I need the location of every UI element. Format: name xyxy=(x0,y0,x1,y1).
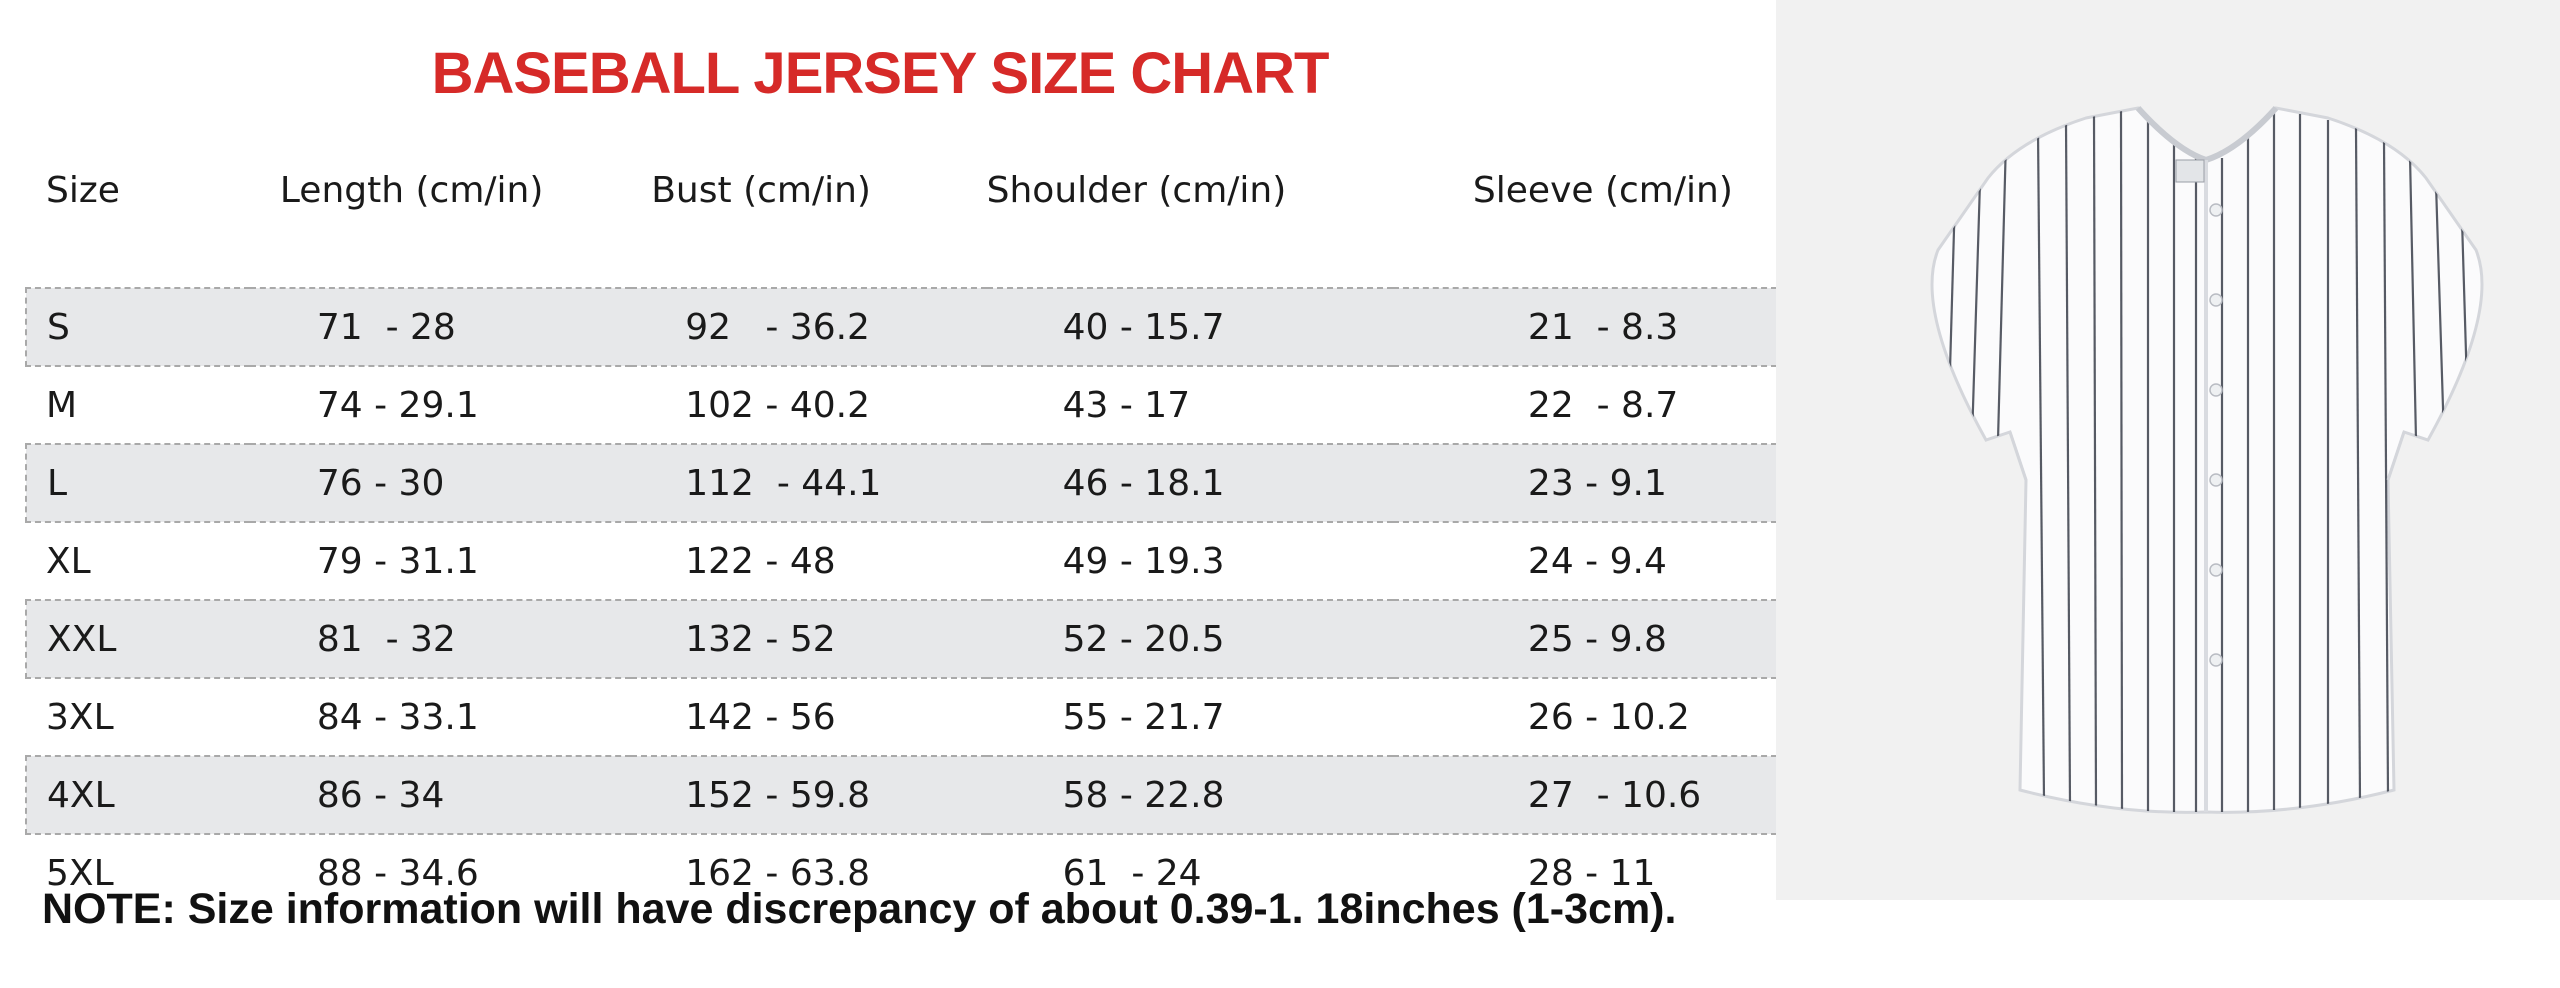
cell-length: 84 - 33.1 xyxy=(316,696,479,738)
cell-length: 79 - 31.1 xyxy=(316,540,479,582)
table-header-row: Size Length (cm/in) Bust (cm/in) Shoulde… xyxy=(26,155,1777,288)
cell-bust: 122 - 48 xyxy=(685,540,836,582)
header-size: Size xyxy=(46,169,120,211)
cell-length: 76 - 30 xyxy=(249,443,632,523)
cell-shoulder: 52 - 20.5 xyxy=(986,599,1393,679)
cell-bust: 102 - 40.2 xyxy=(685,384,870,426)
header-sleeve: Sleeve (cm/in) xyxy=(1472,169,1733,211)
cell-sleeve: 24 - 9.4 xyxy=(1527,540,1667,582)
cell-shoulder: 55 - 21.7 xyxy=(1062,696,1225,738)
table-row: XL 79 - 31.1 122 - 48 49 - 19.3 24 - 9.4 xyxy=(26,522,1777,600)
cell-bust: 142 - 56 xyxy=(685,696,836,738)
cell-shoulder: 49 - 19.3 xyxy=(1062,540,1225,582)
size-discrepancy-note: NOTE: Size information will have discrep… xyxy=(42,885,1677,933)
cell-size: XL xyxy=(46,540,91,582)
header-shoulder: Shoulder (cm/in) xyxy=(986,169,1287,211)
header-bust: Bust (cm/in) xyxy=(651,169,871,211)
cell-bust: 162 - 63.8 xyxy=(685,852,870,894)
cell-shoulder: 40 - 15.7 xyxy=(986,287,1393,367)
size-table: Size Length (cm/in) Bust (cm/in) Shoulde… xyxy=(25,155,1777,911)
chart-title: BASEBALL JERSEY SIZE CHART xyxy=(431,41,1330,106)
table-row: L 76 - 30 112 - 44.1 46 - 18.1 23 - 9.1 xyxy=(25,443,1777,523)
cell-shoulder: 58 - 22.8 xyxy=(986,755,1393,835)
cell-sleeve: 25 - 9.8 xyxy=(1392,599,1777,679)
cell-size: L xyxy=(25,443,250,523)
cell-size: M xyxy=(46,384,78,426)
table-row: 4XL 86 - 34 152 - 59.8 58 - 22.8 27 - 10… xyxy=(25,755,1777,835)
cell-sleeve: 28 - 11 xyxy=(1527,852,1656,894)
cell-length: 71 - 28 xyxy=(249,287,632,367)
cell-size: XXL xyxy=(25,599,250,679)
cell-size: S xyxy=(25,287,250,367)
cell-shoulder: 61 - 24 xyxy=(1062,852,1202,894)
cell-bust: 152 - 59.8 xyxy=(631,755,987,835)
cell-sleeve: 21 - 8.3 xyxy=(1392,287,1777,367)
cell-sleeve: 27 - 10.6 xyxy=(1392,755,1777,835)
cell-length: 81 - 32 xyxy=(249,599,632,679)
table-row: XXL 81 - 32 132 - 52 52 - 20.5 25 - 9.8 xyxy=(25,599,1777,679)
table-row: 5XL 88 - 34.6 162 - 63.8 61 - 24 28 - 11 xyxy=(26,834,1777,911)
cell-bust: 92 - 36.2 xyxy=(631,287,987,367)
jersey-photo-panel xyxy=(1776,0,2560,900)
cell-sleeve: 26 - 10.2 xyxy=(1527,696,1690,738)
cell-length: 74 - 29.1 xyxy=(316,384,479,426)
table-row: S 71 - 28 92 - 36.2 40 - 15.7 21 - 8.3 xyxy=(25,287,1777,367)
cell-length: 86 - 34 xyxy=(249,755,632,835)
cell-sleeve: 22 - 8.7 xyxy=(1527,384,1679,426)
jersey-body xyxy=(1930,105,2484,814)
cell-bust: 112 - 44.1 xyxy=(631,443,987,523)
jersey-image xyxy=(1930,105,2484,814)
cell-shoulder: 46 - 18.1 xyxy=(986,443,1393,523)
cell-size: 4XL xyxy=(25,755,250,835)
cell-size: 5XL xyxy=(46,852,114,894)
cell-size: 3XL xyxy=(46,696,114,738)
cell-sleeve: 23 - 9.1 xyxy=(1392,443,1777,523)
header-length: Length (cm/in) xyxy=(279,169,544,211)
cell-length: 88 - 34.6 xyxy=(316,852,479,894)
cell-shoulder: 43 - 17 xyxy=(1062,384,1191,426)
table-row: M 74 - 29.1 102 - 40.2 43 - 17 22 - 8.7 xyxy=(26,366,1777,444)
cell-bust: 132 - 52 xyxy=(631,599,987,679)
table-row: 3XL 84 - 33.1 142 - 56 55 - 21.7 26 - 10… xyxy=(26,678,1777,756)
